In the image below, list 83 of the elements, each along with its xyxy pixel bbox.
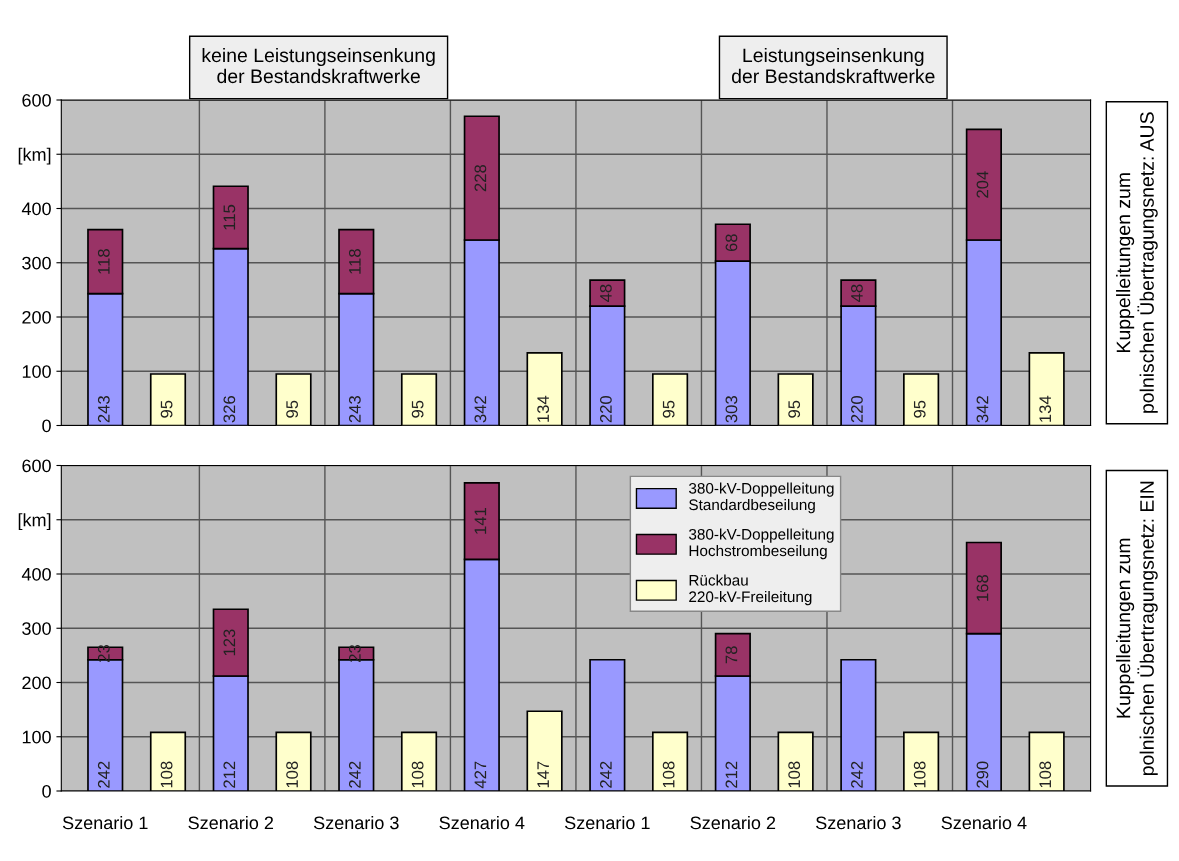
- data-label: 68: [725, 234, 738, 252]
- data-label: 242: [97, 761, 110, 788]
- text: Kuppelleitungen zum polnischen Übertragungsnetz: EIN: [1116, 481, 1158, 776]
- y-tick-label: 100: [22, 730, 51, 744]
- data-label: 108: [1039, 761, 1052, 788]
- data-label: 134: [537, 395, 550, 422]
- data-label: 326: [223, 396, 236, 423]
- data-label: 118: [348, 249, 361, 274]
- bar: [526, 351, 563, 426]
- data-label: 123: [223, 629, 236, 656]
- data-label: 141: [474, 508, 487, 534]
- bar: [149, 373, 187, 426]
- data-label: 23: [348, 644, 361, 662]
- data-label: 108: [160, 761, 173, 788]
- data-label: 220: [599, 395, 612, 423]
- data-label: 115: [223, 204, 236, 230]
- text: Leistungseinsenkung der Bestandskraftwerke: [731, 47, 935, 84]
- data-label: 303: [725, 396, 738, 423]
- data-label: 95: [286, 400, 298, 418]
- x-tick-label: Szenario 3: [313, 816, 399, 830]
- y-tick-label: 300: [22, 256, 51, 270]
- legend-label: 380-kV-Doppelleitung Hochstrombeseilung: [688, 528, 834, 560]
- data-label: 134: [1039, 395, 1052, 422]
- data-label: 95: [662, 400, 675, 418]
- data-label: 290: [976, 761, 989, 788]
- text: Kuppelleitungen zum polnischen Übertragungsnetz: AUS: [1116, 112, 1158, 413]
- y-tick-label: 0: [42, 784, 51, 798]
- y-tick-label: 400: [21, 567, 51, 581]
- data-label: 95: [913, 400, 926, 418]
- data-label: 118: [97, 249, 110, 274]
- bar: [651, 373, 689, 426]
- data-label: 108: [788, 761, 801, 788]
- data-label: 243: [97, 396, 110, 423]
- legend-label: Rückbau 220-kV-Freileitung: [689, 574, 812, 606]
- data-label: 342: [474, 396, 487, 423]
- data-label: 95: [160, 400, 173, 418]
- data-label: 108: [286, 761, 298, 788]
- y-tick-label: 400: [21, 202, 51, 216]
- data-label: 78: [725, 646, 738, 664]
- x-tick-label: Szenario 1: [62, 816, 148, 830]
- x-tick-label: Szenario 4: [439, 816, 525, 830]
- y-tick-label: [km]: [18, 147, 51, 165]
- y-tick-label: 300: [22, 622, 51, 635]
- x-tick-label: Szenario 3: [816, 816, 901, 830]
- y-tick-label: [km]: [18, 513, 51, 531]
- data-label: 212: [223, 761, 236, 788]
- y-tick-label: 100: [22, 365, 51, 378]
- y-tick-label: 200: [22, 676, 51, 690]
- text: keine Leistungseinsenkung der Bestandskraftwerke: [202, 47, 435, 84]
- x-tick-label: Szenario 2: [690, 816, 776, 830]
- bar: [777, 373, 814, 426]
- data-label: 228: [474, 164, 487, 192]
- data-label: 204: [976, 171, 989, 198]
- data-label: 342: [976, 396, 989, 423]
- data-label: 48: [599, 284, 612, 303]
- data-label: 242: [599, 761, 612, 788]
- data-label: 168: [976, 574, 989, 601]
- data-label: 108: [411, 761, 424, 788]
- data-label: 427: [474, 761, 487, 789]
- y-tick-label: 200: [22, 310, 51, 324]
- x-tick-label: Szenario 1: [564, 816, 650, 830]
- data-label: 243: [348, 396, 361, 423]
- x-tick-label: Szenario 4: [941, 816, 1027, 830]
- y-tick-label: 600: [22, 93, 51, 107]
- data-label: 242: [851, 761, 863, 788]
- bar: [1028, 351, 1065, 426]
- data-label: 95: [411, 400, 424, 418]
- data-label: 108: [913, 761, 926, 788]
- legend-label: 380-kV-Doppelleitung Standardbeseilung: [688, 482, 834, 514]
- x-tick-label: Szenario 2: [188, 816, 274, 830]
- data-label: 242: [348, 761, 361, 788]
- bar: [400, 373, 438, 426]
- bar: [903, 373, 940, 426]
- data-label: 108: [662, 761, 675, 788]
- data-label: 220: [851, 395, 863, 423]
- data-label: 95: [788, 400, 801, 418]
- bar: [275, 373, 312, 426]
- y-tick-label: 600: [22, 459, 51, 473]
- data-label: 23: [97, 644, 110, 662]
- data-label: 147: [537, 761, 549, 788]
- data-label: 212: [725, 761, 738, 788]
- data-label: 48: [851, 284, 863, 303]
- y-tick-label: 0: [42, 419, 51, 433]
